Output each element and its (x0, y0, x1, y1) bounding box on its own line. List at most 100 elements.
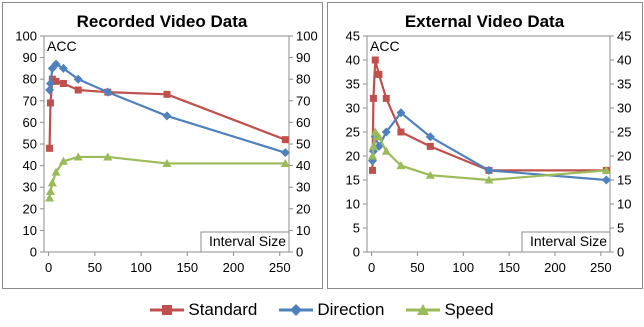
x-axis-label-box (521, 231, 611, 253)
chart-title: External Video Data (405, 12, 565, 31)
x-tick-label: 100 (130, 260, 152, 275)
y2-tick-label: 90 (296, 50, 310, 65)
legend-label-speed: Speed (444, 300, 494, 319)
data-point-speed (280, 158, 290, 167)
legend-swatch-speed (406, 304, 441, 315)
y-axis-label: ACC (47, 38, 77, 54)
x-tick-label: 50 (88, 260, 102, 275)
data-point-direction (45, 79, 55, 89)
y-tick-label: 100 (15, 29, 37, 44)
y-tick-label: 70 (23, 93, 37, 108)
x-axis-label: Interval Size (530, 233, 607, 249)
y2-tick-label: 60 (296, 115, 310, 130)
data-point-direction (601, 175, 611, 185)
data-point-standard (397, 128, 405, 136)
data-point-speed (425, 170, 435, 179)
y-tick-label: 40 (346, 53, 360, 68)
y-tick-label: 80 (23, 72, 37, 87)
data-point-direction (381, 127, 391, 137)
y-tick-label: 35 (346, 77, 360, 92)
x-tick-label: 200 (544, 260, 566, 275)
y2-tick-label: 70 (296, 93, 310, 108)
data-point-direction (425, 132, 435, 142)
data-point-standard (163, 90, 171, 98)
y-tick-label: 5 (353, 221, 360, 236)
chart-title: Recorded Video Data (77, 12, 248, 31)
data-point-speed (73, 152, 83, 161)
data-point-standard (52, 77, 60, 85)
data-point-standard (46, 144, 54, 152)
legend-item-speed: Speed (406, 300, 494, 320)
legend: Standard Direction Speed (0, 295, 644, 325)
y-tick-label: 10 (346, 197, 360, 212)
y-tick-label: 15 (346, 173, 360, 188)
data-point-speed (396, 161, 406, 170)
y-tick-label: 20 (23, 201, 37, 216)
data-point-speed (368, 141, 378, 150)
y2-tick-label: 25 (617, 125, 631, 140)
data-point-standard (369, 94, 377, 102)
x-tick-label: 50 (410, 260, 424, 275)
data-point-speed (374, 132, 384, 141)
y-tick-label: 60 (23, 115, 37, 130)
legend-swatch-standard (150, 305, 185, 315)
y-axis-label: ACC (370, 38, 400, 54)
data-point-standard (48, 75, 56, 83)
data-point-speed (45, 187, 55, 196)
y-tick-label: 45 (346, 29, 360, 44)
data-point-standard (371, 56, 379, 64)
legend-swatch-direction (279, 304, 314, 316)
y2-tick-label: 50 (296, 137, 310, 152)
data-point-speed (601, 165, 611, 174)
y2-tick-label: 5 (617, 221, 624, 236)
y-tick-label: 25 (346, 125, 360, 140)
y2-tick-label: 20 (296, 201, 310, 216)
data-point-direction (103, 87, 113, 97)
y-tick-label: 0 (353, 245, 360, 260)
y-tick-label: 90 (23, 50, 37, 65)
x-tick-label: 250 (590, 260, 612, 275)
y2-tick-label: 10 (296, 223, 310, 238)
x-axis-label: Interval Size (209, 233, 286, 249)
data-point-standard (74, 86, 82, 94)
y2-tick-label: 0 (296, 245, 303, 260)
data-point-standard (369, 166, 377, 174)
data-point-direction (280, 148, 290, 158)
data-point-speed (381, 146, 391, 155)
data-point-direction (51, 59, 61, 69)
data-point-direction (58, 63, 68, 73)
y-tick-label: 40 (23, 158, 37, 173)
data-point-speed (103, 152, 113, 161)
y-tick-label: 30 (346, 101, 360, 116)
y-tick-label: 0 (30, 245, 37, 260)
x-tick-label: 150 (176, 260, 198, 275)
data-point-speed (484, 175, 494, 184)
y2-tick-label: 20 (617, 149, 631, 164)
y-tick-label: 50 (23, 137, 37, 152)
y2-tick-label: 80 (296, 72, 310, 87)
x-tick-label: 150 (498, 260, 520, 275)
x-tick-label: 250 (269, 260, 291, 275)
legend-label-standard: Standard (188, 300, 258, 319)
data-point-direction (73, 74, 83, 84)
y2-tick-label: 100 (296, 29, 318, 44)
data-point-standard (426, 142, 434, 150)
data-point-direction (396, 108, 406, 118)
legend-item-direction: Direction (279, 300, 384, 320)
data-point-direction (162, 111, 172, 121)
y2-tick-label: 30 (617, 101, 631, 116)
data-point-standard (281, 136, 289, 144)
data-point-speed (368, 151, 378, 160)
y2-tick-label: 40 (296, 158, 310, 173)
data-point-direction (45, 85, 55, 95)
plot-area (366, 35, 611, 253)
data-point-standard (59, 80, 67, 88)
x-tick-label: 200 (223, 260, 245, 275)
y2-tick-label: 10 (617, 197, 631, 212)
data-point-speed (370, 127, 380, 136)
data-point-direction (484, 165, 494, 175)
y-tick-label: 30 (23, 180, 37, 195)
